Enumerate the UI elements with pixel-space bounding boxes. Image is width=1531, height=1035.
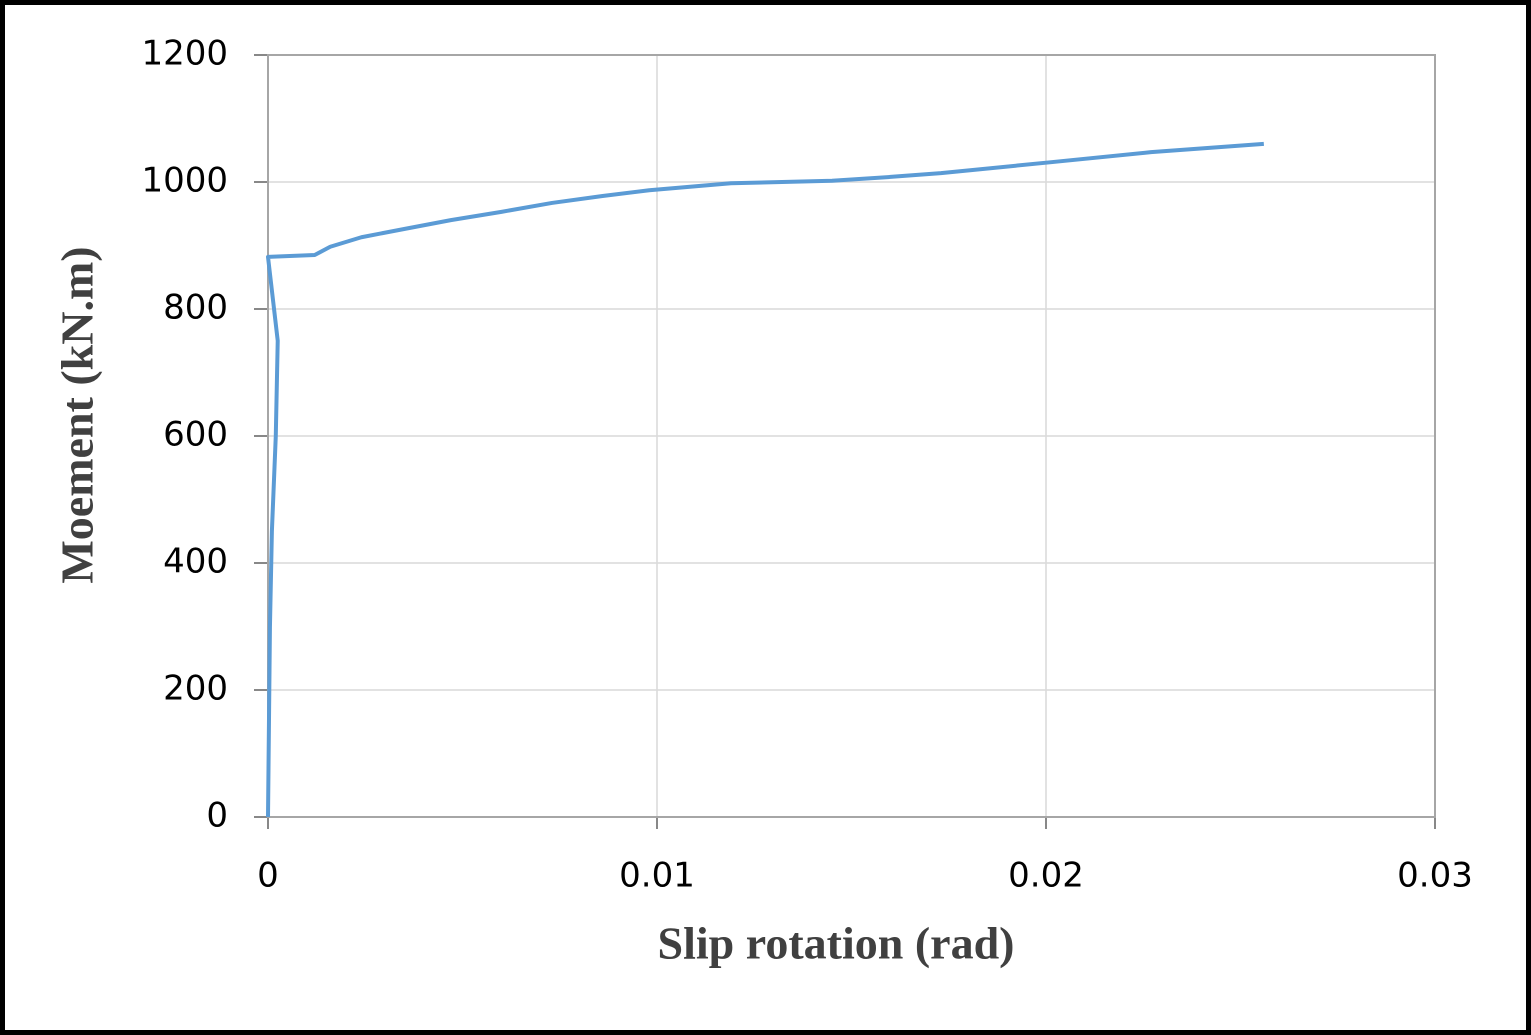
- y-tick-label: 800: [163, 288, 228, 328]
- y-tick-label: 400: [163, 542, 228, 582]
- x-axis-title: Slip rotation (rad): [658, 918, 1015, 969]
- y-tick-label: 0: [206, 796, 228, 836]
- y-tick-label: 600: [163, 415, 228, 455]
- x-tick-label: 0.01: [619, 856, 695, 896]
- y-tick-label: 1200: [141, 34, 228, 74]
- data-line: [266, 141, 1264, 818]
- x-tick-label: 0: [257, 856, 279, 896]
- y-tick-label: 200: [163, 669, 228, 709]
- x-tick-label: 0.02: [1008, 856, 1084, 896]
- y-tick-label: 1000: [141, 161, 228, 201]
- x-tick-label: 0.03: [1397, 856, 1473, 896]
- plot-border: [267, 54, 1436, 818]
- y-axis-title: Moement (kN.m): [52, 246, 103, 583]
